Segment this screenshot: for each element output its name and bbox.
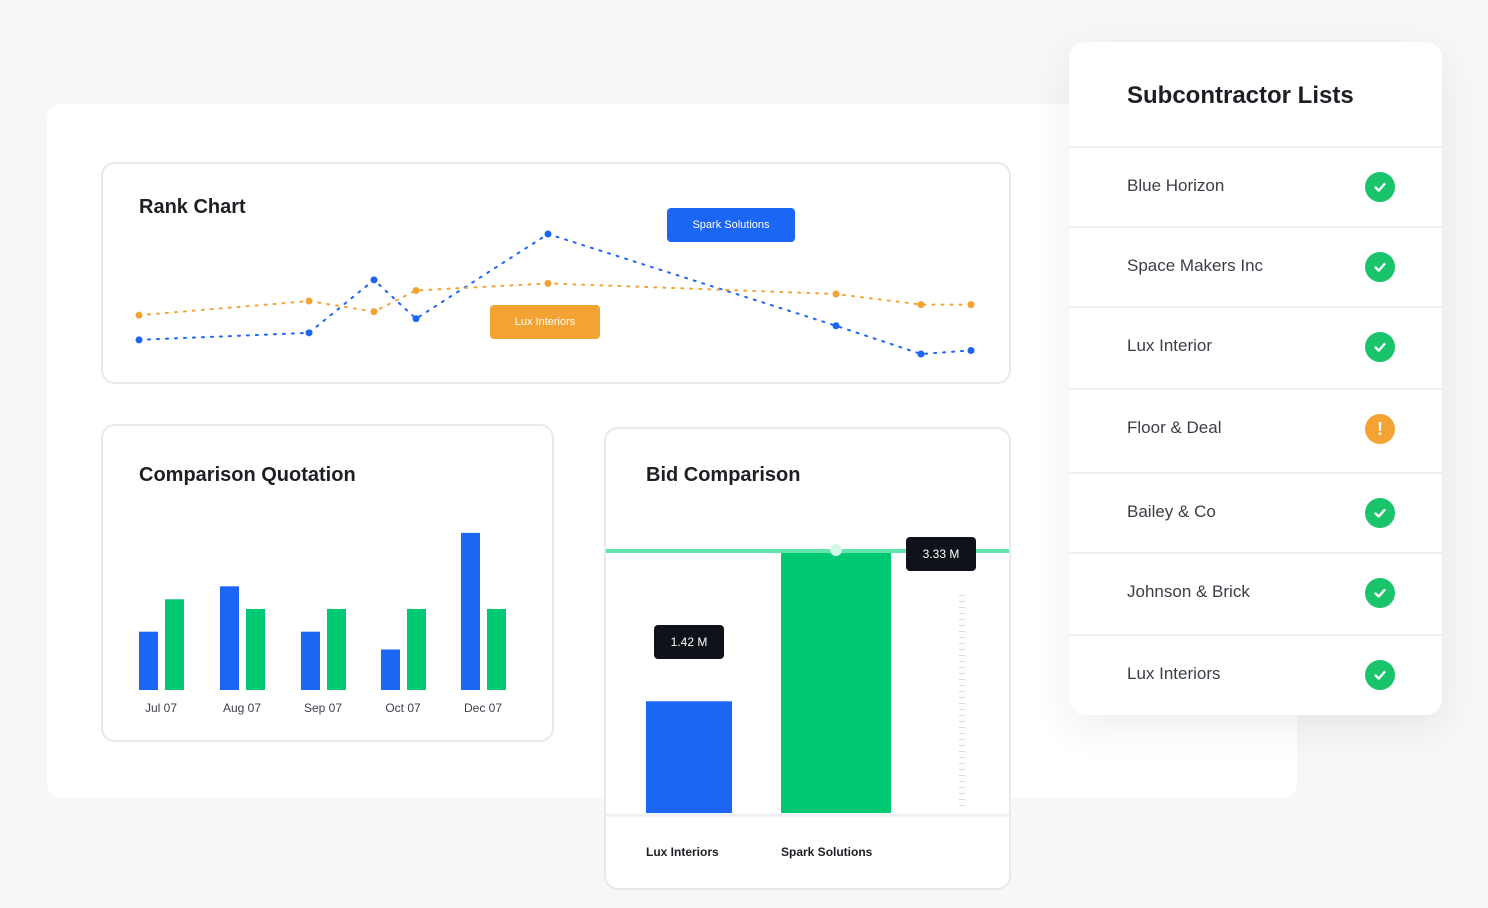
quotation-bar xyxy=(487,609,506,690)
subcontractor-name: Johnson & Brick xyxy=(1127,582,1250,601)
bid-value-label: 1.42 M xyxy=(654,625,724,659)
comparison-quotation-card: Comparison Quotation Jul 07 Aug 07 Sep 07 O… xyxy=(101,424,554,742)
subcontractor-name: Lux Interior xyxy=(1127,336,1213,355)
rank-chart-title: Rank Chart xyxy=(139,196,246,218)
quotation-bar xyxy=(407,609,426,690)
bid-comparison-card: Bid Comparison 1.42 M 3.33 M Lux Interio… xyxy=(604,427,1011,890)
subcontractor-row[interactable]: Johnson & Brick xyxy=(1069,552,1442,632)
quotation-tick-label: Sep 07 xyxy=(304,701,342,715)
quotation-tick-label: Oct 07 xyxy=(385,701,421,715)
check-circle-icon xyxy=(1365,252,1395,282)
quotation-bar xyxy=(301,631,320,690)
rank-point xyxy=(967,301,975,309)
rank-point xyxy=(370,308,378,316)
rank-point xyxy=(305,297,313,305)
subcontractor-row[interactable]: Bailey & Co xyxy=(1069,472,1442,552)
bid-comparison-title: Bid Comparison xyxy=(646,464,801,486)
quotation-bar xyxy=(165,599,184,690)
rank-point xyxy=(305,329,313,337)
subcontractor-name: Lux Interiors xyxy=(1127,664,1221,683)
check-circle-icon xyxy=(1365,578,1395,608)
quotation-bar xyxy=(139,631,158,690)
check-circle-icon xyxy=(1365,332,1395,362)
subcontractor-row[interactable]: Floor & Deal! xyxy=(1069,388,1442,468)
subcontractor-name: Bailey & Co xyxy=(1127,502,1216,521)
subcontractor-name: Space Makers Inc xyxy=(1127,256,1264,275)
series-tag-lux-interiors: Lux Interiors xyxy=(490,305,600,339)
quotation-bar xyxy=(220,586,239,690)
series-tag-spark-solutions: Spark Solutions xyxy=(667,208,795,242)
quotation-bar xyxy=(381,649,400,690)
quotation-tick-label: Dec 07 xyxy=(464,701,502,715)
subcontractor-list-title: Subcontractor Lists xyxy=(1127,82,1354,109)
bid-bar xyxy=(781,551,891,813)
rank-series-line xyxy=(138,282,972,317)
rank-point xyxy=(544,230,552,238)
rank-series-line xyxy=(138,232,972,356)
check-circle-icon xyxy=(1365,660,1395,690)
bid-category-label: Lux Interiors xyxy=(646,845,719,859)
comparison-quotation-plot: Jul 07 Aug 07 Sep 07 Oct 07 Dec 07 xyxy=(139,532,506,715)
rank-point xyxy=(917,350,925,358)
quotation-bar xyxy=(246,609,265,690)
rank-point xyxy=(967,346,975,354)
quotation-bar xyxy=(327,609,346,690)
rank-point xyxy=(135,336,143,344)
rank-point xyxy=(832,290,840,298)
rank-point xyxy=(832,322,840,330)
subcontractor-list-panel: Subcontractor Lists Blue Horizon Space Ma… xyxy=(1069,42,1442,715)
subcontractor-row[interactable]: Lux Interiors xyxy=(1069,634,1442,714)
comparison-quotation-title: Comparison Quotation xyxy=(139,464,356,486)
rank-point xyxy=(135,311,143,319)
bid-max-marker xyxy=(830,544,842,556)
subcontractor-name: Floor & Deal xyxy=(1127,418,1222,437)
warning-circle-icon: ! xyxy=(1365,414,1395,444)
bid-comparison-plot xyxy=(606,544,1009,817)
rank-point xyxy=(544,279,552,287)
bid-bar xyxy=(646,701,732,813)
subcontractor-row[interactable]: Lux Interior xyxy=(1069,306,1442,386)
rank-point xyxy=(917,301,925,309)
subcontractor-row[interactable]: Space Makers Inc xyxy=(1069,226,1442,306)
subcontractor-row[interactable]: Blue Horizon xyxy=(1069,146,1442,226)
quotation-bar xyxy=(461,532,480,690)
rank-point xyxy=(370,276,378,284)
bid-value-label: 3.33 M xyxy=(906,537,976,571)
check-circle-icon xyxy=(1365,498,1395,528)
subcontractor-name: Blue Horizon xyxy=(1127,176,1225,195)
rank-point xyxy=(412,286,420,294)
rank-chart-plot xyxy=(135,230,975,358)
check-circle-icon xyxy=(1365,172,1395,202)
quotation-tick-label: Jul 07 xyxy=(145,701,177,715)
quotation-tick-label: Aug 07 xyxy=(223,701,261,715)
rank-chart-card: Rank Chart Spark Solutions Lux Interiors xyxy=(101,162,1011,384)
bid-category-label: Spark Solutions xyxy=(781,845,873,859)
rank-point xyxy=(412,315,420,323)
